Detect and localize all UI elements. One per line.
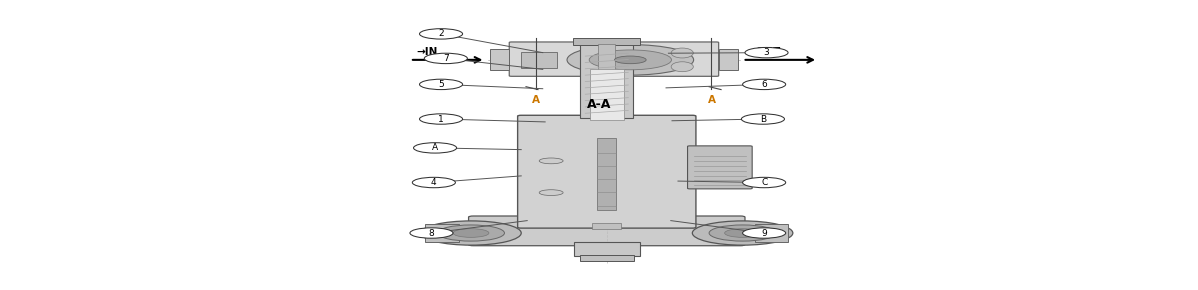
Circle shape [419,114,462,124]
Text: 1: 1 [438,115,444,124]
Circle shape [615,56,646,64]
Text: 6: 6 [761,80,767,89]
FancyBboxPatch shape [509,42,719,76]
Text: 4: 4 [431,178,437,187]
Bar [599,44,615,117]
Ellipse shape [671,62,694,72]
Circle shape [424,53,467,64]
Circle shape [413,143,456,153]
FancyBboxPatch shape [468,216,745,246]
Bar [425,224,459,242]
Circle shape [589,50,671,70]
Circle shape [743,79,786,90]
Circle shape [742,114,785,124]
FancyBboxPatch shape [688,146,752,189]
Circle shape [412,177,455,188]
Text: →OUT: →OUT [748,47,781,57]
Circle shape [709,225,776,241]
Bar [580,255,634,261]
Text: 8: 8 [429,229,435,238]
Circle shape [725,229,761,237]
Circle shape [437,225,504,241]
Bar [598,138,616,210]
Bar [591,68,623,120]
Circle shape [743,228,786,238]
Text: →IN: →IN [416,47,437,57]
Circle shape [410,228,453,238]
Ellipse shape [671,48,694,58]
Circle shape [567,45,694,75]
Text: A: A [708,95,715,105]
Circle shape [539,158,563,164]
Text: A-A: A-A [587,98,611,111]
Text: C: C [761,178,767,187]
Bar [521,52,557,68]
Bar [755,224,788,242]
Text: 5: 5 [438,80,444,89]
Circle shape [743,177,786,188]
Bar [593,223,621,229]
Text: 9: 9 [761,229,767,238]
Circle shape [419,29,462,39]
Circle shape [420,221,521,245]
FancyBboxPatch shape [518,115,696,228]
Bar [719,50,738,70]
Text: A: A [532,95,539,105]
Circle shape [453,229,489,237]
Bar [581,41,633,117]
Circle shape [539,190,563,195]
Text: A: A [432,143,438,152]
Bar [490,50,509,70]
Circle shape [419,79,462,90]
Circle shape [692,221,793,245]
Bar [574,242,640,256]
Text: 2: 2 [438,29,444,38]
Circle shape [745,48,788,58]
Text: B: B [760,115,766,124]
Text: 7: 7 [443,54,449,63]
Text: 3: 3 [763,48,769,57]
Bar [574,38,640,46]
